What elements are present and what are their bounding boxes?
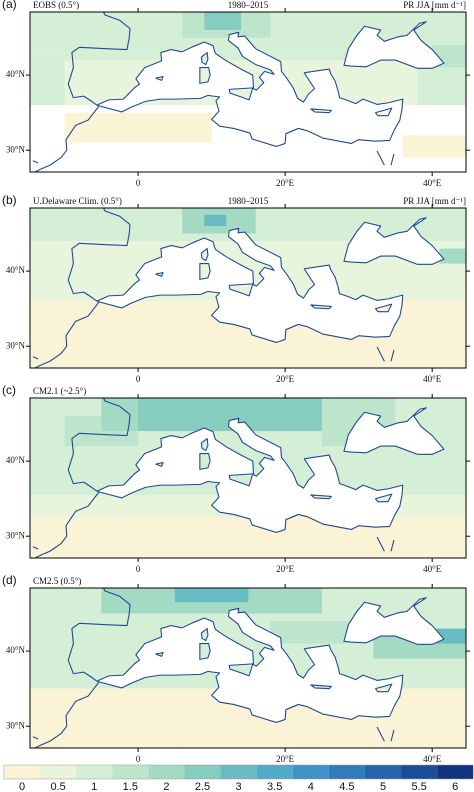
panel-period: 1980–2015 bbox=[228, 0, 269, 10]
lon-tick-label: 20°E bbox=[276, 754, 295, 764]
lon-tick-label: 0 bbox=[136, 374, 141, 384]
colorbar-box bbox=[328, 765, 365, 779]
lat-tick-label: 30°N bbox=[6, 530, 26, 540]
lon-tick-label: 40°E bbox=[423, 754, 442, 764]
lon-tick-label: 40°E bbox=[423, 178, 442, 188]
colorbar-box bbox=[76, 765, 113, 779]
lat-tick-label: 40°N bbox=[6, 265, 26, 275]
colorbar-label: 4 bbox=[308, 781, 314, 792]
colorbar-frame bbox=[3, 764, 474, 780]
precip-field bbox=[270, 621, 359, 644]
colorbar-box bbox=[401, 765, 438, 779]
colorbar-box bbox=[256, 765, 293, 779]
lon-tick-label: 20°E bbox=[276, 564, 295, 574]
colorbar-label: 2.5 bbox=[195, 781, 210, 792]
colorbar-label: 2 bbox=[163, 781, 169, 792]
map-panel bbox=[30, 208, 466, 368]
colorbar-box bbox=[292, 765, 329, 779]
colorbar-box bbox=[184, 765, 221, 779]
map-panel bbox=[30, 588, 466, 748]
precip-field bbox=[204, 214, 227, 227]
panel-variable: PR JJA [mm d⁻¹] bbox=[403, 196, 466, 206]
colorbar-box bbox=[364, 765, 402, 779]
lon-tick-label: 40°E bbox=[423, 374, 442, 384]
colorbar-label: 1 bbox=[91, 781, 97, 792]
panel-variable: PR JJA [mm d⁻¹] bbox=[403, 0, 466, 10]
map-frame bbox=[29, 207, 467, 369]
lat-tick-label: 40°N bbox=[6, 455, 26, 465]
lon-tick-label: 40°E bbox=[423, 564, 442, 574]
colorbar-label: 3 bbox=[236, 781, 242, 792]
lon-tick-label: 0 bbox=[136, 754, 141, 764]
colorbar-label: 5.5 bbox=[411, 781, 426, 792]
lat-tick-label: 40°N bbox=[6, 69, 26, 79]
colorbar-box bbox=[40, 765, 77, 779]
precip-field bbox=[204, 12, 242, 31]
colorbar-label: 0.5 bbox=[50, 781, 65, 792]
map-frame bbox=[29, 397, 467, 559]
panel-tag: (b) bbox=[2, 193, 17, 207]
colorbar-label: 4.5 bbox=[339, 781, 354, 792]
colorbar-box bbox=[148, 765, 185, 779]
colorbar-label: 1.5 bbox=[123, 781, 138, 792]
map-panel bbox=[30, 398, 466, 558]
colorbar-label: 6 bbox=[452, 781, 458, 792]
colorbar-box bbox=[3, 765, 41, 779]
panel-source: CM2.5 (0.5°) bbox=[33, 576, 81, 586]
colorbar-label: 0 bbox=[19, 781, 25, 792]
precip-field bbox=[64, 112, 212, 143]
precip-field bbox=[402, 135, 466, 158]
panel-tag: (a) bbox=[2, 0, 17, 11]
precip-field bbox=[174, 588, 249, 603]
precip-field bbox=[30, 517, 466, 558]
panel-source: CM2.1 (~2.5°) bbox=[33, 386, 86, 396]
colorbar-label: 5 bbox=[380, 781, 386, 792]
panel-source: EOBS (0.5°) bbox=[33, 0, 79, 10]
panel-tag: (c) bbox=[2, 383, 16, 397]
precip-field bbox=[439, 248, 466, 264]
colorbar-label: 3.5 bbox=[267, 781, 282, 792]
lat-tick-label: 40°N bbox=[6, 645, 26, 655]
panel-period: 1980–2015 bbox=[228, 196, 269, 206]
map-frame bbox=[29, 587, 467, 749]
panel-source: U.Delaware Clim. (0.5°) bbox=[33, 196, 122, 206]
lat-tick-label: 30°N bbox=[6, 144, 26, 154]
lon-tick-label: 0 bbox=[136, 178, 141, 188]
lon-tick-label: 20°E bbox=[276, 178, 295, 188]
lat-tick-label: 30°N bbox=[6, 720, 26, 730]
panel-tag: (d) bbox=[2, 573, 17, 587]
lat-tick-label: 30°N bbox=[6, 340, 26, 350]
colorbar-box bbox=[220, 765, 257, 779]
colorbar-box bbox=[437, 765, 474, 779]
map-panel bbox=[30, 12, 466, 172]
map-frame bbox=[29, 11, 467, 173]
colorbar-box bbox=[112, 765, 149, 779]
lon-tick-label: 20°E bbox=[276, 374, 295, 384]
lon-tick-label: 0 bbox=[136, 564, 141, 574]
